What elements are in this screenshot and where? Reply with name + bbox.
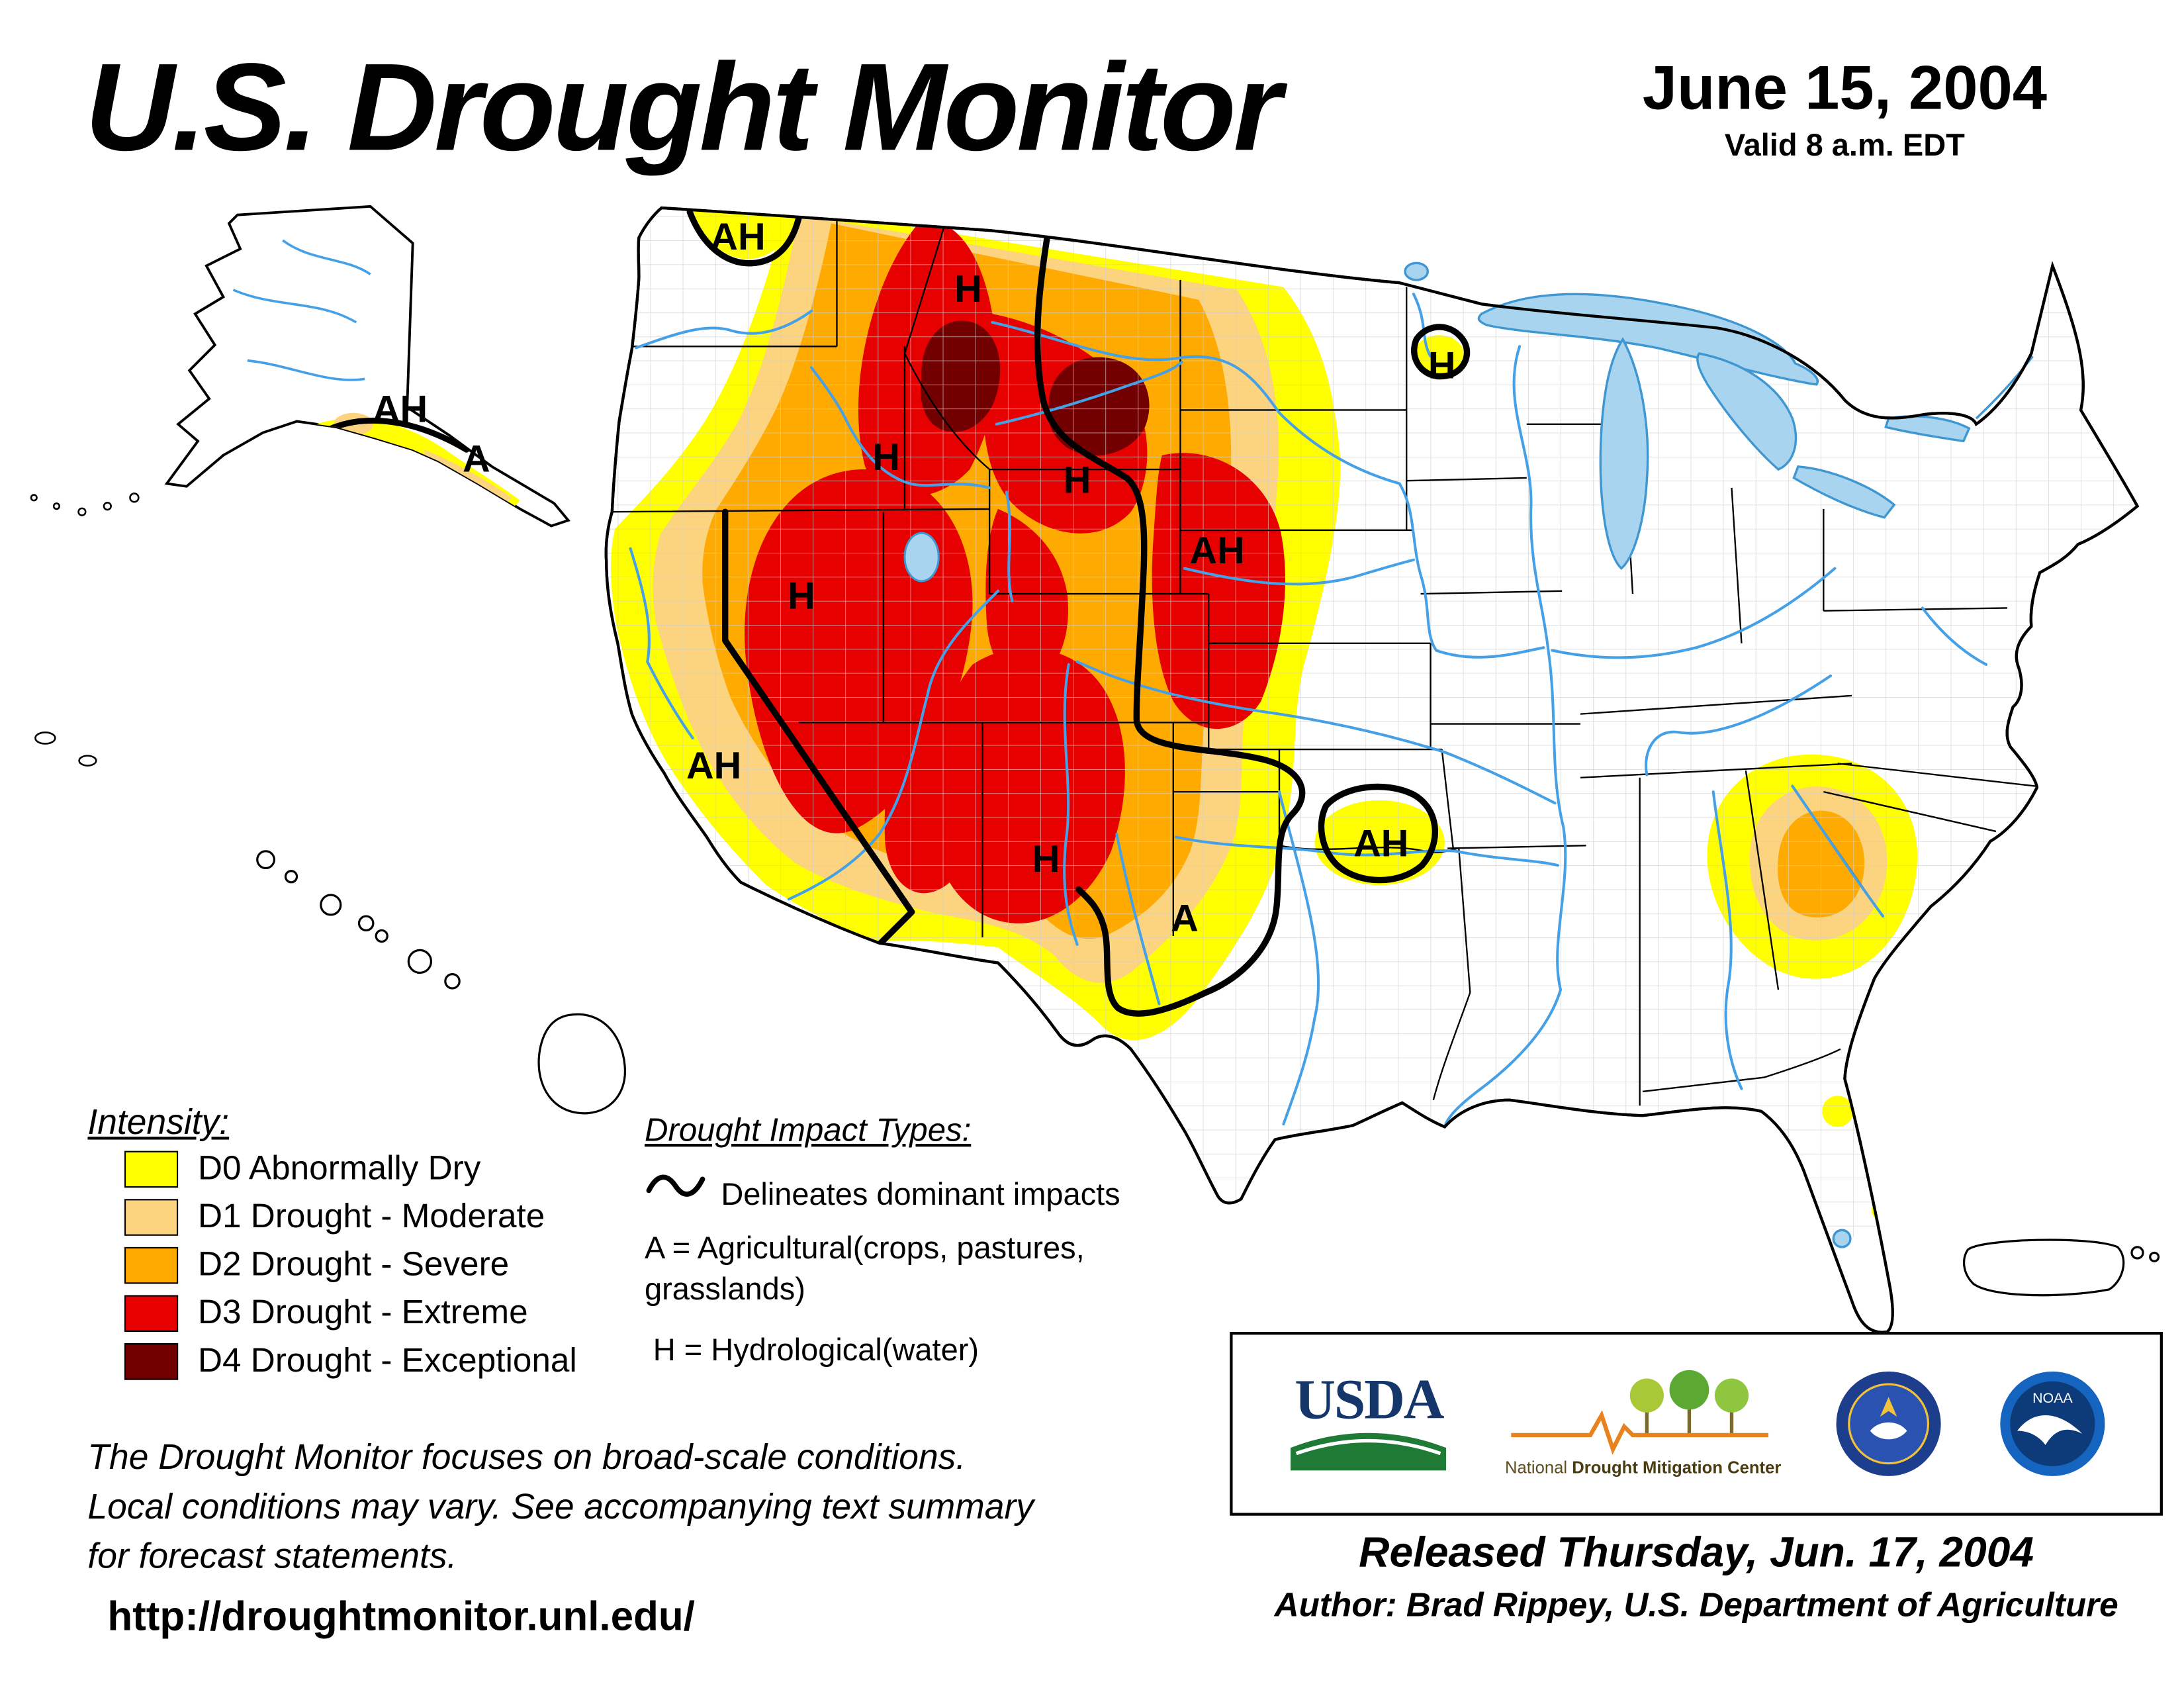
impact-label-nevada: H	[788, 575, 815, 618]
disclaimer-line2: Local conditions may vary. See accompany…	[87, 1487, 1034, 1527]
alaska-impact-boundary	[319, 417, 470, 453]
county-lines	[606, 207, 2138, 1237]
impact-label-idaho: H	[872, 436, 901, 479]
released-text: Released Thursday, Jun. 17, 2004	[1359, 1530, 2034, 1577]
us-outline-stroke	[604, 206, 2140, 1334]
hawaii	[256, 850, 626, 1115]
delineates-text: Delineates dominant impacts	[721, 1176, 1120, 1212]
impact-label-oklahoma: AH	[1353, 822, 1409, 865]
d4-swatch	[124, 1343, 179, 1380]
great-salt-lake	[903, 532, 940, 583]
rivers	[629, 293, 1987, 1129]
lake-michigan	[1599, 337, 1649, 570]
legend-item-d3: D3 Drought - Extreme	[124, 1289, 577, 1338]
monitor-url[interactable]: http://droughtmonitor.unl.edu/	[107, 1595, 695, 1640]
d2-swatch	[124, 1246, 179, 1284]
disclaimer-line3: for forecast statements.	[87, 1536, 457, 1577]
intensity-legend: D0 Abnormally Dry D1 Drought - Moderate …	[124, 1145, 577, 1385]
author-text: Author: Brad Rippey, U.S. Department of …	[1274, 1586, 2118, 1625]
legend-item-d4: D4 Drought - Exceptional	[124, 1338, 577, 1386]
usda-green-field	[1291, 1432, 1447, 1471]
d3-label: D3 Drought - Extreme	[198, 1293, 528, 1333]
ndmc-trees-graphic	[1510, 1370, 1768, 1455]
usda-logo: USDA	[1285, 1367, 1452, 1474]
impact-label-alaska-a: A	[462, 438, 490, 481]
lake-erie	[1792, 465, 1896, 519]
agricultural-text: A = Agricultural(crops, pastures, grassl…	[644, 1230, 1085, 1307]
impact-types-heading: Drought Impact Types:	[644, 1111, 972, 1149]
legend-item-d0: D0 Abnormally Dry	[124, 1145, 577, 1194]
impact-label-mt-north: H	[954, 267, 982, 310]
commerce-seal	[1837, 1371, 1942, 1476]
impact-label-wa: AH	[710, 215, 766, 258]
ndmc-logo: National Drought Mitigation Center	[1505, 1370, 1781, 1477]
impact-label-newmexico: H	[1032, 837, 1060, 880]
legend-item-d2: D2 Drought - Severe	[124, 1241, 577, 1289]
pacific-islets	[34, 731, 97, 767]
disclaimer: The Drought Monitor focuses on broad-sca…	[87, 1434, 1034, 1582]
squiggle-icon	[646, 1174, 705, 1197]
hydrological-text: H = Hydrological(water)	[653, 1332, 979, 1368]
ndmc-center: Drought Mitigation Center	[1572, 1458, 1782, 1478]
impact-label-socal: AH	[686, 744, 742, 787]
impact-label-alaska-ah: AH	[372, 388, 428, 431]
impact-label-wyoming: H	[1063, 459, 1091, 502]
agency-logo-box: USDA National Drought Mitigation Center	[1230, 1332, 2163, 1516]
legend-item-d1: D1 Drought - Moderate	[124, 1194, 577, 1242]
impact-label-texas: A	[1171, 897, 1199, 940]
puerto-rico	[1963, 1239, 2160, 1297]
aleutian-islands	[30, 492, 140, 516]
ndmc-national: National	[1505, 1458, 1568, 1478]
alaska-outline	[164, 205, 570, 528]
date-block: June 15, 2004 Valid 8 a.m. EDT	[1612, 54, 2078, 164]
disclaimer-line1: The Drought Monitor focuses on broad-sca…	[87, 1438, 966, 1478]
d1-label: D1 Drought - Moderate	[198, 1197, 545, 1236]
d3-swatch	[124, 1295, 179, 1333]
hawaii-big-island	[537, 1013, 626, 1115]
impact-label-dakotas: AH	[1189, 529, 1245, 572]
d0-swatch	[124, 1150, 179, 1188]
great-lakes	[1404, 261, 2034, 1248]
impact-boundaries	[686, 207, 1471, 1017]
lake-huron	[1696, 352, 1797, 471]
alaska-rivers	[232, 239, 371, 381]
page-title: U.S. Drought Monitor	[85, 36, 1282, 177]
lake-of-the-woods	[1404, 261, 1429, 281]
d4-label: D4 Drought - Exceptional	[198, 1341, 577, 1380]
legend-heading: Intensity:	[87, 1103, 230, 1143]
d2-label: D2 Drought - Severe	[198, 1245, 510, 1284]
noaa-seal: NOAA	[1999, 1371, 2105, 1476]
impact-label-minnesota: H	[1428, 344, 1456, 387]
ndmc-name: National Drought Mitigation Center	[1505, 1458, 1781, 1477]
us-map-content	[606, 207, 2138, 1237]
valid-time: Valid 8 a.m. EDT	[1724, 127, 1965, 163]
lake-okeechobee	[1832, 1229, 1852, 1248]
usda-wordmark: USDA	[1295, 1367, 1444, 1431]
lake-superior	[1477, 293, 1819, 386]
d1-swatch	[124, 1199, 179, 1236]
map-date: June 15, 2004	[1642, 54, 2048, 123]
d0-label: D0 Abnormally Dry	[198, 1149, 481, 1188]
noaa-wordmark: NOAA	[2032, 1390, 2072, 1406]
